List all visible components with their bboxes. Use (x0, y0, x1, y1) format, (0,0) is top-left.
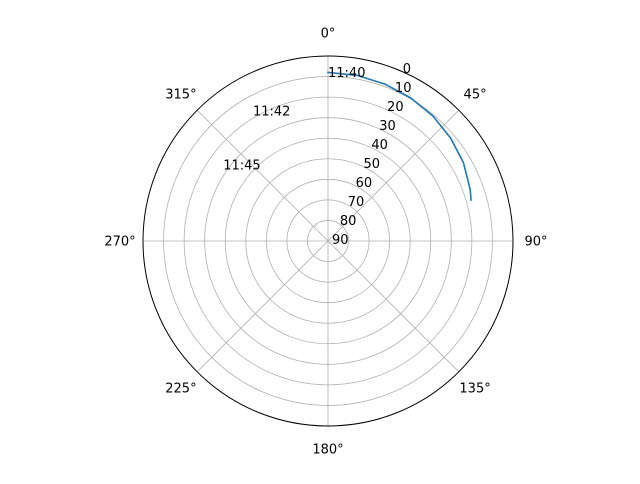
radial-tick-label-50: 50 (363, 157, 380, 172)
time-annotation-0: 11:40 (328, 66, 365, 81)
radial-tick-label-30: 30 (379, 119, 396, 134)
radial-tick-label-10: 10 (395, 81, 412, 96)
radial-tick-label-80: 80 (340, 214, 357, 229)
angular-gridline-135 (327, 240, 460, 373)
angular-gridline-315 (196, 109, 329, 242)
radial-tick-label-20: 20 (387, 100, 404, 115)
label-layer: 0° 45° 90° 135° 180° 225° 270° 315° 0 10 20 30 40 50 6… (104, 27, 547, 458)
angle-tick-label-180: 180° (312, 443, 343, 458)
series-layer (327, 71, 472, 201)
series-line-0 (327, 71, 472, 201)
angle-tick-label-135: 135° (459, 382, 490, 397)
time-annotation-2: 11:45 (223, 158, 260, 173)
angle-tick-label-315: 315° (165, 87, 196, 102)
angle-tick-label-45: 45° (464, 87, 487, 102)
radial-tick-label-0: 0 (403, 62, 411, 77)
polar-frame (142, 55, 514, 427)
radial-tick-label-90: 90 (332, 233, 349, 248)
angle-tick-label-0: 0° (321, 27, 336, 42)
angle-tick-label-90: 90° (524, 235, 547, 250)
radial-tick-label-70: 70 (348, 195, 365, 210)
angular-gridline-225 (196, 240, 329, 373)
angle-tick-label-225: 225° (165, 382, 196, 397)
radial-tick-label-60: 60 (356, 176, 373, 191)
grid-layer (142, 55, 514, 427)
angular-gridline-45 (327, 109, 460, 242)
time-annotation-1: 11:42 (253, 105, 290, 120)
radial-tick-label-40: 40 (371, 138, 388, 153)
angle-tick-label-270: 270° (104, 235, 135, 250)
